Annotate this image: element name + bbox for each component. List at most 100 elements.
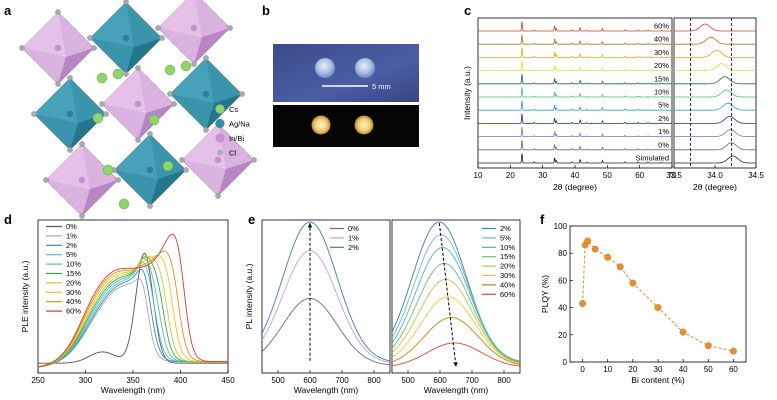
ple-legend-label: 15%	[66, 269, 81, 278]
xrd-line-right	[674, 102, 756, 111]
xrd-line-right	[674, 76, 756, 85]
xrd-tick-label: 50	[603, 171, 612, 180]
octahedron-face	[102, 68, 146, 113]
cs-atom	[96, 72, 108, 84]
xrd-tick-label: 10	[474, 171, 483, 180]
octahedron-face	[206, 94, 242, 130]
pl-legend-label: 0%	[348, 224, 359, 233]
xrd-tick-label: 20	[506, 171, 515, 180]
cl-atom	[91, 45, 97, 51]
xrd-series-label: 0%	[658, 140, 669, 149]
cl-atom	[43, 177, 49, 183]
cs-atom	[102, 164, 114, 176]
xrd-line-left	[478, 100, 672, 111]
panel-b-label: b	[262, 3, 270, 18]
pl-ylabel: PL intensity (a.u.)	[244, 263, 254, 329]
plqy-tick-label: 0	[580, 365, 585, 374]
pl-tick-label: 600	[433, 376, 447, 385]
plqy-chart: 0 10 20 30 40 50 60 0 20 40 60 80 100 Bi content (%) P…	[540, 222, 747, 385]
cl-atom	[135, 65, 141, 71]
xrd-chart: Simulated 0% 1% 2% 5% 10% 15% 20% 30% 40% 60% 10 20 3…	[462, 17, 764, 192]
octahedron-face	[150, 170, 186, 206]
cs-atom	[112, 68, 124, 80]
xrd-line-right	[674, 115, 756, 124]
plqy-ylabel: PLQY (%)	[540, 275, 550, 313]
cl-atom	[55, 9, 61, 15]
xrd-series-label: 30%	[654, 48, 669, 57]
plqy-point	[629, 279, 637, 287]
pellet-1	[315, 58, 335, 78]
cl-atom	[79, 141, 85, 147]
cs-atom	[162, 160, 174, 172]
scale-text: 5 mm	[372, 82, 391, 91]
pl-arrow-head	[307, 223, 313, 228]
xrd-xlabel-right: 2θ (degree)	[693, 182, 737, 192]
ag-na-atom	[66, 110, 74, 118]
xrd-line-left	[478, 153, 672, 164]
plqy-tick-label: 30	[654, 365, 663, 374]
plqy-tick-label: 10	[603, 365, 612, 374]
in-bi-atom	[134, 100, 142, 108]
in-bi-atom	[214, 156, 222, 164]
octahedron-face	[58, 48, 94, 84]
cl-atom	[147, 131, 153, 137]
xrd-xlabel: 2θ (degree)	[553, 182, 597, 192]
photo-daylight: 5 mm	[273, 44, 419, 102]
plqy-point	[704, 342, 712, 350]
pl-tick-label: 600	[303, 376, 317, 385]
xrd-series-label: 15%	[654, 74, 669, 83]
photo-uv	[273, 105, 419, 147]
crystal-legend: Cs Ag/Na In/Bi Cl	[215, 104, 251, 158]
pl-tick-label: 700	[465, 376, 479, 385]
cs-atom	[118, 198, 130, 210]
ple-tick-label: 300	[79, 376, 93, 385]
legend-label: Ag/Na	[229, 120, 251, 129]
ple-legend-label: 5%	[66, 250, 77, 259]
xrd-tick-label: 70	[668, 171, 677, 180]
pl-trend-arrow	[438, 223, 457, 367]
pl-line	[391, 296, 520, 364]
xrd-series-label: Simulated	[636, 154, 669, 163]
xrd-series-label: 10%	[654, 88, 669, 97]
plqy-point	[679, 328, 687, 336]
octahedron-face	[114, 134, 158, 179]
cl-atom	[135, 137, 141, 143]
legend-marker	[215, 133, 225, 143]
xrd-series-label: 2%	[658, 114, 669, 123]
plqy-xlabel: Bi content (%)	[631, 375, 685, 385]
pl-legend-label: 60%	[500, 290, 515, 299]
xrd-line-right	[674, 142, 756, 151]
cs-atom	[92, 112, 104, 124]
cl-atom	[191, 61, 197, 67]
plqy-tick-label: 20	[628, 365, 637, 374]
plqy-point	[604, 253, 612, 261]
xrd-line-left	[478, 34, 672, 45]
cl-atom	[239, 91, 245, 97]
plqy-point	[579, 300, 587, 307]
legend-label: In/Bi	[229, 134, 244, 143]
cl-atom	[159, 35, 165, 41]
ple-legend-label: 30%	[66, 288, 81, 297]
octahedron-face	[46, 144, 90, 189]
cl-atom	[167, 91, 173, 97]
pl-tick-label: 500	[271, 376, 285, 385]
pl-frame	[391, 219, 521, 374]
pl-legend-label: 5%	[500, 233, 511, 242]
in-bi-atom	[190, 24, 198, 32]
pl-legend-label: 2%	[348, 243, 359, 252]
pl-line	[391, 247, 520, 363]
xrd-line-left	[478, 127, 672, 137]
pl-legend-label: 2%	[500, 224, 511, 233]
ple-legend-label: 0%	[66, 222, 77, 231]
ple-chart: 0%1%2%5%10%15%20%30%40%60% 250 300 350 400 45…	[20, 219, 235, 395]
ple-tick-label: 400	[174, 376, 188, 385]
pl-xlabel: Wavelength (nm)	[294, 385, 359, 395]
plqy-tick-label: 60	[729, 365, 738, 374]
xrd-line-right	[674, 49, 756, 58]
cl-atom	[99, 101, 105, 107]
panel-e-label: e	[248, 212, 255, 227]
panel-f-label: f	[540, 212, 545, 227]
octahedron-face	[22, 12, 66, 57]
octahedron-face	[90, 2, 134, 47]
